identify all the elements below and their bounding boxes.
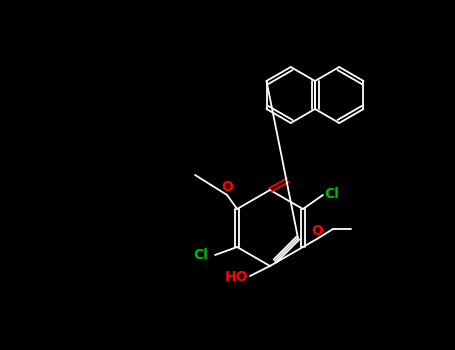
Text: O: O [221, 180, 233, 194]
Text: Cl: Cl [194, 248, 208, 262]
Text: HO: HO [224, 270, 248, 284]
Text: Cl: Cl [324, 187, 339, 201]
Text: O: O [311, 224, 323, 238]
